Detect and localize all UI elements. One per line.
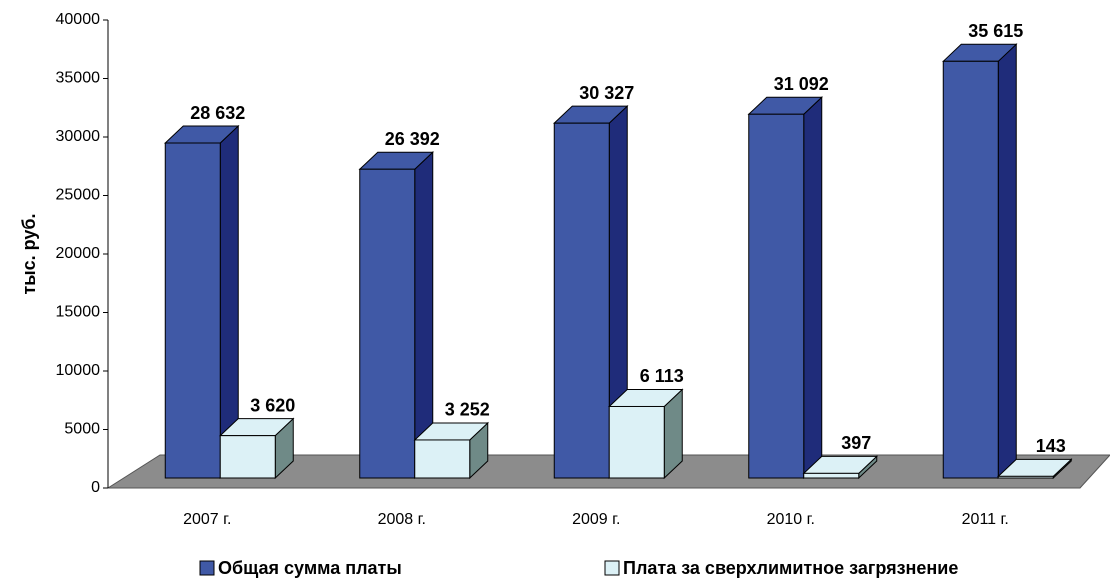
y-tick-label: 30000: [56, 128, 101, 145]
bar-face: [803, 472, 860, 479]
value-label: 143: [1036, 436, 1066, 456]
bar: [413, 421, 490, 480]
bar: [607, 388, 684, 480]
value-label: 3 620: [250, 395, 295, 415]
bar-face: [997, 475, 1054, 479]
value-label: 28 632: [190, 103, 245, 123]
legend-swatch: [604, 560, 620, 576]
value-label: 26 392: [385, 129, 440, 149]
bar-face: [803, 96, 823, 480]
legend-label: Плата за сверхлимитное загрязнение: [623, 558, 958, 578]
value-label: 3 252: [445, 400, 490, 420]
value-label: 30 327: [579, 83, 634, 103]
bar-face: [942, 60, 999, 479]
bar: [802, 455, 879, 480]
value-label: 31 092: [774, 74, 829, 94]
bar: [996, 458, 1073, 480]
y-tick-label: 25000: [56, 187, 101, 204]
bar-face: [219, 435, 276, 479]
legend-label: Общая сумма платы: [218, 558, 402, 578]
y-tick-label: 0: [91, 479, 100, 496]
legend-swatch: [199, 560, 215, 576]
bar-face: [748, 113, 805, 479]
y-tick-label: 20000: [56, 245, 101, 262]
bar-face: [414, 439, 471, 479]
value-label: 35 615: [968, 21, 1023, 41]
y-tick-label: 5000: [64, 421, 100, 438]
x-tick-label: 2009 г.: [572, 511, 620, 528]
x-tick-label: 2011 г.: [962, 511, 1009, 528]
bar: [941, 43, 1018, 480]
value-label: 6 113: [640, 366, 684, 386]
y-tick-label: 10000: [56, 362, 101, 379]
y-tick-label: 40000: [56, 11, 101, 28]
bar-face: [608, 405, 665, 479]
bar: [163, 124, 240, 480]
bar: [552, 105, 629, 480]
y-tick-label: 35000: [56, 70, 101, 87]
bar-face: [359, 168, 416, 479]
bar-face: [997, 43, 1017, 480]
bar-face: [164, 142, 221, 479]
x-tick-label: 2007 г.: [183, 511, 231, 528]
bar: [218, 417, 295, 480]
y-axis-label: тыс. руб.: [19, 213, 39, 294]
bar: [747, 96, 824, 480]
bar-face: [553, 122, 610, 479]
value-label: 397: [841, 433, 871, 453]
bar: [358, 151, 435, 480]
y-tick-label: 15000: [56, 304, 101, 321]
x-tick-label: 2010 г.: [767, 511, 815, 528]
x-tick-label: 2008 г.: [378, 511, 426, 528]
